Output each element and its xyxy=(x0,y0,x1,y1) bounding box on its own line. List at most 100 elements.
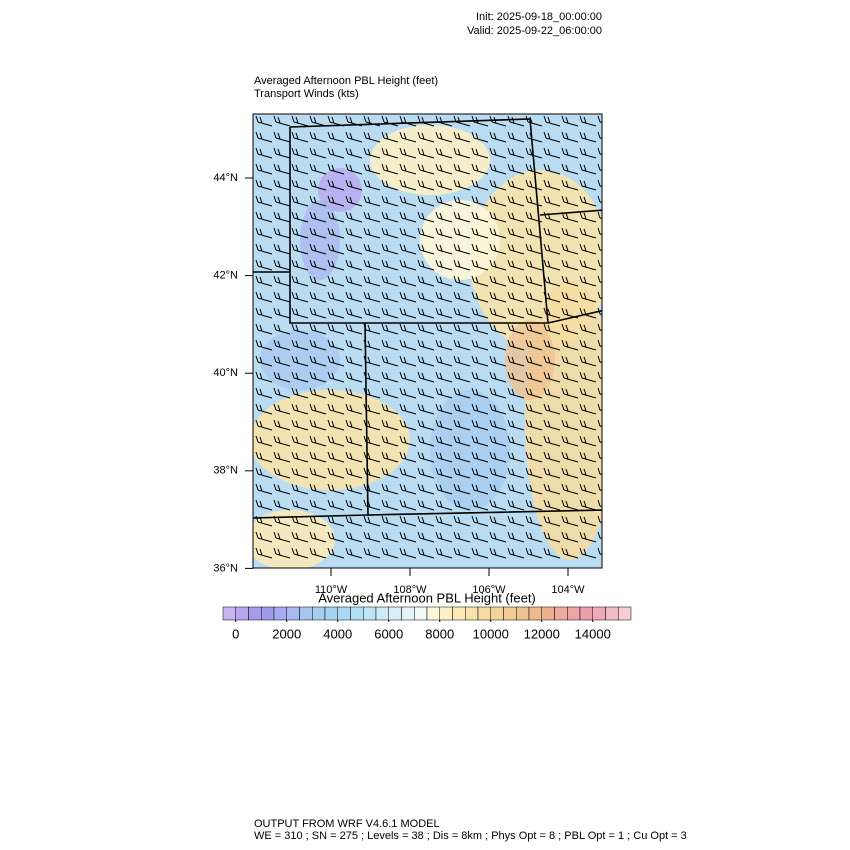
wind-barb xyxy=(327,339,345,351)
wind-barb xyxy=(561,227,579,239)
wind-barb xyxy=(435,323,453,335)
wind-barb xyxy=(345,371,363,383)
wind-barb xyxy=(561,419,579,431)
wind-barb xyxy=(291,435,309,447)
colorbar-box xyxy=(618,606,632,621)
wind-barb xyxy=(255,227,273,239)
wind-barb xyxy=(381,211,399,223)
wind-barb xyxy=(327,451,345,463)
wind-barb xyxy=(363,179,381,191)
wind-barb xyxy=(309,291,327,303)
wind-barb xyxy=(255,483,273,495)
wind-barb xyxy=(417,531,435,543)
lon-label: 108°W xyxy=(393,584,427,596)
wind-barb xyxy=(417,467,435,479)
wind-barb xyxy=(489,483,507,495)
wind-barb xyxy=(579,275,597,287)
wind-barb xyxy=(579,227,597,239)
wind-barb xyxy=(255,371,273,383)
wind-barb xyxy=(327,403,345,415)
wind-barb xyxy=(255,387,273,399)
wind-barb xyxy=(489,195,507,207)
wind-barb xyxy=(309,147,327,159)
wind-barb xyxy=(435,131,453,143)
wind-barb xyxy=(399,531,417,543)
wind-barb xyxy=(309,179,327,191)
wind-barb xyxy=(597,211,602,220)
wind-barb xyxy=(273,115,291,127)
wind-barb xyxy=(561,547,579,559)
wind-barb xyxy=(453,339,471,351)
wind-barb xyxy=(417,131,435,143)
wind-barb xyxy=(543,163,561,175)
wind-barb xyxy=(345,179,363,191)
wind-barb xyxy=(453,275,471,287)
wind-barb xyxy=(471,355,489,367)
wind-barb xyxy=(471,483,489,495)
wind-barb xyxy=(417,339,435,351)
wind-barb xyxy=(399,451,417,463)
wind-barb xyxy=(417,259,435,271)
wind-barb xyxy=(255,547,273,559)
wind-barb xyxy=(417,483,435,495)
wind-barb xyxy=(507,515,525,527)
wind-barb xyxy=(471,211,489,223)
wind-barb xyxy=(579,163,597,175)
wind-barb xyxy=(363,259,381,271)
wind-barb xyxy=(273,339,291,351)
wind-barb xyxy=(255,163,273,175)
wind-barb xyxy=(525,387,543,399)
wind-barb xyxy=(561,195,579,207)
wind-barb xyxy=(471,259,489,271)
wind-barb xyxy=(435,387,453,399)
wind-barb xyxy=(327,483,345,495)
wind-barb xyxy=(561,435,579,447)
colorbar-tick-label: 10000 xyxy=(473,626,509,641)
wind-barb xyxy=(561,147,579,159)
wind-barb xyxy=(453,227,471,239)
wind-barb xyxy=(525,339,543,351)
wind-barb xyxy=(507,355,525,367)
wind-barb xyxy=(327,355,345,367)
wind-barb xyxy=(579,259,597,271)
wind-barb xyxy=(543,227,561,239)
wind-barb xyxy=(363,531,381,543)
wind-barb xyxy=(525,291,543,303)
wind-barb xyxy=(381,467,399,479)
wind-barb xyxy=(507,163,525,175)
wind-barb xyxy=(507,435,525,447)
wind-barb xyxy=(579,339,597,351)
wind-barb xyxy=(543,435,561,447)
wind-barb xyxy=(327,179,345,191)
wind-barb xyxy=(417,147,435,159)
wind-barb xyxy=(309,467,327,479)
colorbar: 0 2000 4000 6000 8000 10000 12000 14000 xyxy=(222,606,632,641)
wind-barb xyxy=(309,499,327,511)
wind-barb xyxy=(453,499,471,511)
wind-barb xyxy=(525,275,543,287)
wind-barb xyxy=(309,131,327,143)
wind-barb xyxy=(399,387,417,399)
wind-barb xyxy=(345,163,363,175)
wind-barb xyxy=(597,499,602,508)
lat-label: 36°N xyxy=(213,562,238,574)
wind-barb xyxy=(543,355,561,367)
wind-barb xyxy=(579,195,597,207)
wind-barb xyxy=(291,371,309,383)
wind-barb xyxy=(525,323,543,335)
wind-barb xyxy=(597,275,602,284)
wind-barb xyxy=(597,371,602,380)
wind-barb xyxy=(363,451,381,463)
wind-barb xyxy=(597,179,602,188)
wind-barb xyxy=(453,355,471,367)
wind-barb xyxy=(453,195,471,207)
wind-barb xyxy=(363,211,381,223)
wind-barb xyxy=(597,291,602,300)
wind-barb xyxy=(471,451,489,463)
wind-barb xyxy=(417,243,435,255)
wind-barb xyxy=(597,435,602,444)
wind-barb xyxy=(489,403,507,415)
wind-barb xyxy=(471,227,489,239)
wind-barb xyxy=(525,179,543,191)
wind-barb xyxy=(381,243,399,255)
